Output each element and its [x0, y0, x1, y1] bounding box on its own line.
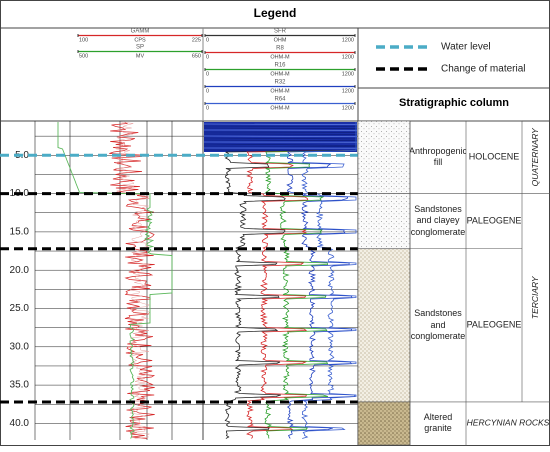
scale-max: 1200 [342, 54, 354, 60]
legend-title: Legend [254, 6, 297, 20]
curve-name: SP [136, 45, 144, 51]
scale-unit: OHM-M [270, 105, 290, 111]
strat-name: Altered granite [410, 402, 466, 445]
scale-unit: MV [136, 53, 145, 59]
scale-unit: OHM-M [270, 54, 290, 60]
scale-min: 500 [79, 53, 88, 59]
strat-name: Anthropogenic fill [410, 121, 466, 194]
scale-max: 225 [192, 37, 201, 43]
lithology [358, 194, 410, 249]
depth-label: 40.0 [10, 418, 30, 429]
curve-name: R8 [276, 46, 284, 52]
strat-age: PALEOGENE [467, 216, 522, 226]
scale-min: 0 [206, 105, 209, 111]
scale-max: 1200 [342, 71, 354, 77]
scale-min: 100 [79, 37, 88, 43]
scale-min: 0 [206, 71, 209, 77]
strat-name-box: Anthropogenic fill [410, 121, 466, 194]
strat-name-box: Sandstones and clayey conglomerate [410, 194, 466, 249]
scale-unit: OHM-M [270, 88, 290, 94]
scale-min: 0 [206, 37, 209, 43]
scale-min: 0 [206, 88, 209, 94]
era-label: TERCIARY [530, 275, 540, 319]
curve-name: SFR [274, 29, 287, 35]
depth-label: 30.0 [10, 341, 30, 352]
lithology [358, 402, 410, 445]
era-label: QUATERNARY [530, 127, 540, 186]
strat-age: PALEOGENE [467, 320, 522, 330]
strat-age: HERCYNIAN ROCKS [467, 418, 550, 428]
curve-name: GAMM [131, 29, 150, 35]
symbol-label: Change of material [441, 64, 526, 75]
strat-title: Stratigraphic column [399, 97, 509, 109]
depth-label: 15.0 [10, 227, 30, 238]
scale-unit: CPS [134, 37, 146, 43]
lithology [358, 249, 410, 402]
strat-age: HOLOCENE [469, 152, 520, 162]
depth-label: 25.0 [10, 303, 30, 314]
curve-name: R16 [274, 63, 286, 69]
depth-label: 35.0 [10, 380, 30, 391]
symbol-label: Water level [441, 42, 491, 53]
curve-name: R64 [274, 97, 286, 103]
scale-max: 1200 [342, 105, 354, 111]
scale-unit: OHM-M [270, 71, 290, 77]
strat-name: Sandstones and clayey conglomerate [410, 194, 466, 249]
depth-label: 20.0 [10, 265, 30, 276]
curve-name: R32 [274, 80, 286, 86]
scale-max: 1200 [342, 37, 354, 43]
scale-unit: OHM [274, 37, 287, 43]
scale-min: 0 [206, 54, 209, 60]
strat-name-box: Altered granite [410, 402, 466, 445]
strat-name: Sandstones and conglomerate [410, 249, 466, 402]
scale-max: 650 [192, 53, 201, 59]
lithology [358, 121, 410, 194]
strat-name-box: Sandstones and conglomerate [410, 249, 466, 402]
scale-max: 1200 [342, 88, 354, 94]
